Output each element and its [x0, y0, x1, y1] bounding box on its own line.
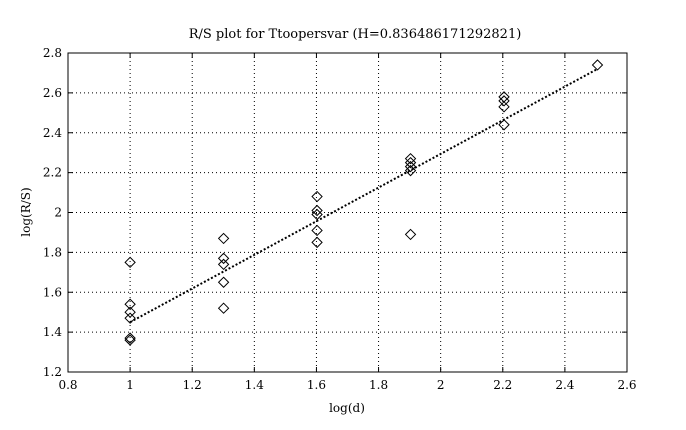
- data-point: [404, 228, 417, 241]
- y-tick-label: 1.6: [43, 285, 62, 299]
- y-tick-label: 2: [54, 206, 62, 220]
- data-point: [404, 156, 417, 169]
- x-tick-label: 1: [126, 378, 134, 392]
- x-tick-label: 1.4: [245, 378, 264, 392]
- y-tick-label: 1.2: [43, 365, 62, 379]
- data-point: [217, 302, 230, 314]
- data-point: [311, 224, 323, 237]
- x-tick-label: 2.6: [617, 378, 636, 392]
- axis-tick-labels: 0.8 1 1.2 1.4 1.6 1.8 2 2.2 2.4 2.6 1.2 1.4 1.6 1.8 2 2…: [43, 46, 637, 392]
- y-tick-label: 2.6: [43, 86, 62, 100]
- y-tick-label: 2.2: [43, 166, 62, 180]
- data-point: [311, 236, 323, 249]
- y-tick-label: 1.8: [43, 245, 62, 259]
- grid: [68, 53, 627, 372]
- data-point: [404, 152, 417, 165]
- x-tick-label: 1.6: [307, 378, 326, 392]
- data-point: [311, 204, 323, 217]
- data-point: [498, 101, 510, 113]
- data-point: [124, 312, 136, 324]
- x-tick-label: 2.2: [493, 378, 512, 392]
- data-point: [404, 160, 417, 173]
- data-point: [124, 334, 136, 346]
- fit-line: [129, 68, 598, 324]
- data-point: [124, 298, 136, 310]
- data-point: [311, 190, 323, 203]
- data-point: [498, 119, 510, 131]
- x-tick-label: 2.4: [555, 378, 574, 392]
- data-point: [124, 306, 136, 318]
- y-tick-label: 2.8: [43, 46, 62, 60]
- data-point: [217, 258, 230, 271]
- data-point: [498, 95, 510, 107]
- x-tick-label: 1.2: [183, 378, 202, 392]
- chart-title: R/S plot for Ttoopersvar (H=0.8364861712…: [189, 27, 522, 42]
- data-point: [217, 252, 230, 265]
- x-axis-label: log(d): [329, 401, 365, 415]
- data-points: [124, 59, 604, 346]
- data-point: [404, 164, 417, 177]
- x-tick-label: 0.8: [58, 378, 77, 392]
- y-tick-label: 2.4: [43, 126, 62, 140]
- x-tick-label: 2: [437, 378, 445, 392]
- data-point: [311, 208, 323, 221]
- data-point: [217, 232, 230, 245]
- x-tick-label: 1.8: [369, 378, 388, 392]
- data-point: [591, 59, 604, 71]
- y-axis-label: log(R/S): [19, 187, 33, 236]
- data-point: [124, 256, 136, 269]
- data-point: [217, 276, 230, 288]
- plot-frame: [67, 52, 628, 373]
- y-tick-label: 1.4: [43, 325, 62, 339]
- axis-ticks: [67, 52, 628, 373]
- data-point: [124, 332, 136, 344]
